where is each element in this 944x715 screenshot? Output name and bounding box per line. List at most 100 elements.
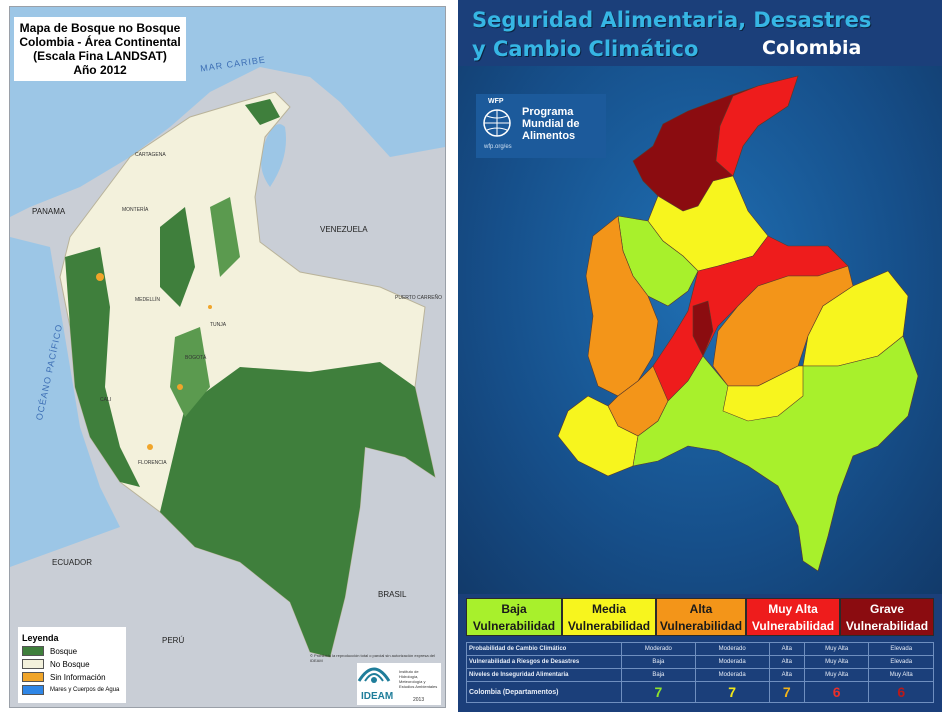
country-label-ecuador: ECUADOR xyxy=(52,558,93,567)
city-label: CALI xyxy=(100,397,112,403)
table-cell: Moderado xyxy=(694,642,770,656)
wfp-name-line: Mundial de xyxy=(522,118,580,130)
legend-label: Sin Información xyxy=(50,672,106,682)
category-line1: Muy Alta xyxy=(768,602,818,616)
category-grave: Grave Vulnerabilidad xyxy=(840,598,934,636)
dept-grave-central xyxy=(692,300,714,357)
category-line2: Vulnerabilidad xyxy=(751,619,835,633)
forest-swatch xyxy=(22,646,44,656)
wfp-name-line: Programa xyxy=(522,106,574,118)
vulnerability-table: Probabilidad de Cambio Climático Moderad… xyxy=(466,642,934,703)
amazon-forest xyxy=(160,362,435,657)
table-cell: Muy Alta xyxy=(803,668,870,682)
forest-legend: Leyenda Bosque No Bosque Sin Información… xyxy=(18,627,126,703)
city-label: CARTAGENA xyxy=(135,152,166,158)
table-cell: Moderada xyxy=(694,668,770,682)
wfp-tag: WFP xyxy=(488,98,504,105)
dept-alta-orinoquia xyxy=(712,265,854,387)
table-cell: Muy Alta xyxy=(868,668,934,682)
dept-media-narino xyxy=(557,395,639,477)
category-line2: Vulnerabilidad xyxy=(472,619,556,633)
vuln-map-svg xyxy=(557,75,919,572)
dept-muyalta-north xyxy=(715,75,799,177)
category-line1: Baja xyxy=(501,602,527,616)
country-label-brasil: BRASIL xyxy=(378,590,407,599)
noinfo-area xyxy=(96,273,104,281)
noinfo-area xyxy=(208,305,212,309)
title-line: (Escala Fina LANDSAT) xyxy=(33,49,167,63)
dept-media-meta xyxy=(722,365,804,422)
table-cell: Elevada xyxy=(868,655,934,669)
forest-map-panel: Mapa de Bosque no Bosque Colombia - Área… xyxy=(9,6,446,708)
noinfo-area xyxy=(177,384,183,390)
country-label-venezuela: VENEZUELA xyxy=(320,225,368,234)
table-row: Probabilidad de Cambio Climático Moderad… xyxy=(466,642,934,656)
city-label: MONTERÍA xyxy=(122,207,149,213)
andes-forest-north xyxy=(160,207,195,307)
ideam-year: 2013 xyxy=(413,697,425,703)
total-cell: 7 xyxy=(621,681,696,703)
city-label: BOGOTÁ xyxy=(185,355,207,361)
legend-item: Mares y Cuerpos de Agua xyxy=(22,685,126,695)
category-line2: Vulnerabilidad xyxy=(567,619,651,633)
wfp-url: wfp.org/es xyxy=(484,144,512,150)
sierra-nevada-forest xyxy=(245,99,280,125)
andes-forest-mid xyxy=(210,197,240,277)
category-alta: Alta Vulnerabilidad xyxy=(656,598,746,636)
total-cell: 6 xyxy=(803,681,870,703)
table-cell: Muy Alta xyxy=(803,642,870,656)
vuln-country: Colombia xyxy=(762,37,862,59)
row-label: Probabilidad de Cambio Climático xyxy=(466,642,622,656)
city-label: FLORENCIA xyxy=(138,460,167,466)
table-cell: Alta xyxy=(768,642,805,656)
table-cell: Baja xyxy=(621,668,696,682)
pacific-forest xyxy=(65,247,140,487)
category-media: Media Vulnerabilidad xyxy=(562,598,656,636)
category-baja: Baja Vulnerabilidad xyxy=(466,598,562,636)
category-line1: Media xyxy=(591,602,626,616)
vuln-title-line1: Seguridad Alimentaria, Desastres xyxy=(472,8,872,32)
table-cell: Moderada xyxy=(694,655,770,669)
dept-baja-amazonia xyxy=(632,335,919,572)
dept-alta-pacific xyxy=(585,215,659,397)
title-line: Año 2012 xyxy=(73,63,127,77)
category-line1: Grave xyxy=(869,602,905,616)
category-muyalta: Muy Alta Vulnerabilidad xyxy=(746,598,840,636)
vuln-title-line2: y Cambio Climático xyxy=(472,37,699,61)
noinfo-area xyxy=(147,444,153,450)
water-swatch xyxy=(22,685,44,695)
table-cell: Muy Alta xyxy=(803,655,870,669)
table-cell: Alta xyxy=(768,668,805,682)
vulnerability-map-panel: Seguridad Alimentaria, Desastres y Cambi… xyxy=(458,0,942,712)
legend-item: No Bosque xyxy=(22,659,126,669)
row-label: Vulnerabilidad a Riesgos de Desastres xyxy=(466,655,622,669)
legend-label: No Bosque xyxy=(50,659,90,669)
lake-maracaibo xyxy=(261,124,286,187)
pacific-ocean xyxy=(10,237,120,567)
forest-map-title: Mapa de Bosque no Bosque Colombia - Área… xyxy=(14,17,186,81)
country-label-peru: PERÚ xyxy=(162,636,185,645)
wfp-name: Programa Mundial de Alimentos xyxy=(522,106,579,142)
legend-label: Bosque xyxy=(50,646,78,656)
legend-item: Sin Información xyxy=(22,672,126,682)
table-total-row: Colombia (Departamentos) 7 7 7 6 6 xyxy=(466,681,934,703)
ideam-logo-icon xyxy=(357,667,391,683)
row-label: Niveles de Inseguridad Alimentaria xyxy=(466,668,622,682)
total-cell: 7 xyxy=(694,681,770,703)
table-cell: Baja xyxy=(621,655,696,669)
category-line1: Alta xyxy=(689,602,713,616)
city-label: TUNJA xyxy=(210,322,227,328)
total-cell: 7 xyxy=(768,681,805,703)
wfp-name-line: Alimentos xyxy=(522,130,576,142)
table-cell: Alta xyxy=(768,655,805,669)
table-row: Vulnerabilidad a Riesgos de Desastres Ba… xyxy=(466,655,934,669)
category-line2: Vulnerabilidad xyxy=(659,619,743,633)
row-label: Colombia (Departamentos) xyxy=(466,681,622,703)
legend-label: Mares y Cuerpos de Agua xyxy=(50,687,120,693)
wfp-logo: WFP Programa Mundial de Alimentos wfp.or… xyxy=(476,94,606,158)
category-line2: Vulnerabilidad xyxy=(845,619,929,633)
legend-item: Bosque xyxy=(22,646,126,656)
city-label: MEDELLÍN xyxy=(135,297,161,303)
andes-forest-south xyxy=(170,327,210,417)
noinfo-swatch xyxy=(22,672,44,682)
